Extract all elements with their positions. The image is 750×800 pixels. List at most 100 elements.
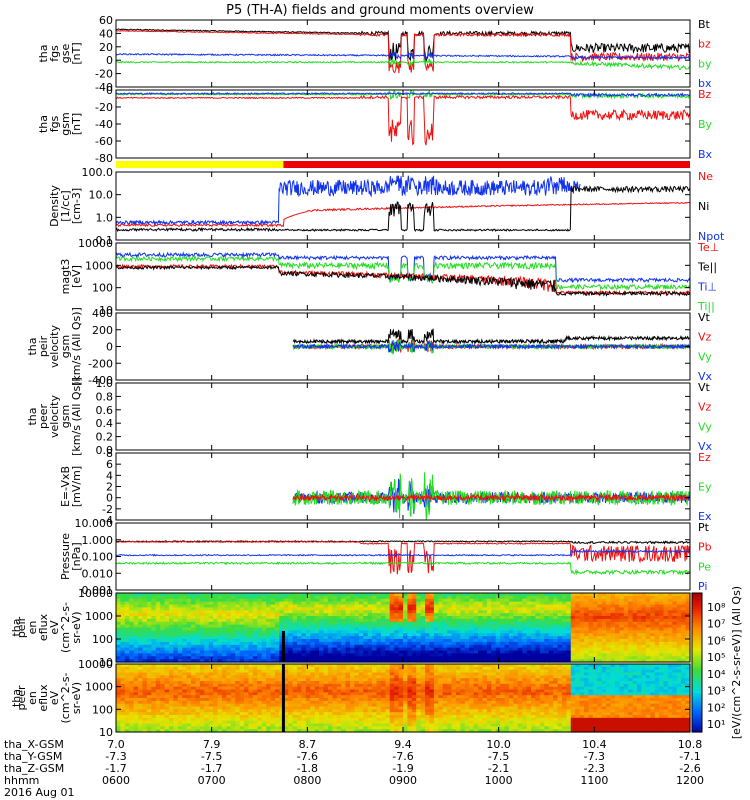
spec-cell bbox=[601, 601, 607, 606]
spec-cell bbox=[221, 604, 227, 608]
spec-cell bbox=[142, 666, 148, 671]
spec-cell bbox=[186, 683, 192, 688]
spec-cell bbox=[146, 593, 152, 597]
spec-cell bbox=[438, 621, 444, 626]
spec-cell bbox=[226, 633, 232, 637]
spec-cell bbox=[221, 598, 227, 603]
spec-cell bbox=[398, 698, 404, 702]
spec-cell bbox=[168, 723, 174, 727]
spec-cell bbox=[460, 621, 466, 626]
spec-cell bbox=[385, 692, 391, 696]
spec-cell bbox=[133, 672, 139, 676]
spec-cell bbox=[672, 656, 678, 660]
spec-cell bbox=[389, 686, 395, 691]
spec-cell bbox=[248, 639, 254, 643]
spec-cell bbox=[623, 627, 629, 631]
spec-cell bbox=[310, 610, 316, 614]
spec-cell bbox=[645, 593, 651, 597]
spec-cell bbox=[235, 636, 241, 640]
spec-cell bbox=[261, 729, 267, 733]
spec-cell bbox=[354, 593, 360, 597]
spec-cell bbox=[292, 598, 298, 603]
spec-cell bbox=[469, 650, 475, 654]
spec-cell bbox=[323, 639, 329, 643]
spec-cell bbox=[429, 601, 435, 606]
spec-cell bbox=[358, 624, 364, 629]
spec-cell bbox=[513, 607, 519, 611]
spec-cell bbox=[398, 624, 404, 629]
spec-cell bbox=[239, 604, 245, 608]
spec-cell bbox=[297, 595, 303, 600]
spec-cell bbox=[438, 709, 444, 713]
spec-cell bbox=[407, 664, 413, 668]
spec-cell bbox=[195, 712, 201, 716]
spec-cell bbox=[191, 598, 197, 603]
spec-cell bbox=[301, 650, 307, 654]
spec-cell bbox=[376, 729, 382, 733]
spec-cell bbox=[257, 686, 263, 691]
spec-cell bbox=[168, 610, 174, 614]
spec-cell bbox=[168, 717, 174, 722]
spec-cell bbox=[641, 647, 647, 652]
spec-cell bbox=[138, 681, 144, 685]
spec-cell bbox=[297, 692, 303, 696]
spec-cell bbox=[182, 681, 188, 685]
spec-cell bbox=[517, 653, 523, 657]
spec-cell bbox=[230, 712, 236, 716]
spec-cell bbox=[129, 601, 135, 606]
spec-cell bbox=[610, 639, 616, 643]
spec-cell bbox=[354, 717, 360, 722]
spec-cell bbox=[420, 659, 426, 663]
spec-cell bbox=[270, 653, 276, 657]
spec-cell bbox=[155, 712, 161, 716]
spec-cell bbox=[637, 607, 643, 611]
spec-cell bbox=[244, 723, 250, 727]
spec-cell bbox=[539, 633, 545, 637]
spec-cell bbox=[274, 698, 280, 702]
spec-cell bbox=[244, 639, 250, 643]
spec-cell bbox=[270, 726, 276, 730]
spec-cell bbox=[460, 618, 466, 623]
spec-cell bbox=[266, 669, 272, 674]
spec-cell bbox=[522, 624, 528, 629]
spec-cell bbox=[429, 624, 435, 629]
spec-cell bbox=[248, 695, 254, 699]
spec-cell bbox=[160, 717, 166, 722]
spec-cell bbox=[305, 633, 311, 637]
spec-cell bbox=[279, 689, 285, 693]
spec-cell bbox=[358, 618, 364, 623]
spec-cell bbox=[425, 664, 431, 668]
spec-cell bbox=[213, 639, 219, 643]
spec-cell bbox=[526, 627, 532, 631]
spec-cell bbox=[403, 712, 409, 716]
spec-cell bbox=[155, 624, 161, 629]
spec-cell bbox=[650, 616, 656, 620]
spec-cell bbox=[442, 689, 448, 693]
spec-cell bbox=[301, 607, 307, 611]
spec-cell bbox=[588, 644, 594, 649]
spec-cell bbox=[248, 729, 254, 733]
spec-cell bbox=[168, 613, 174, 617]
spec-cell bbox=[191, 698, 197, 702]
spec-cell bbox=[314, 681, 320, 685]
spec-cell bbox=[433, 607, 439, 611]
spec-cell bbox=[623, 639, 629, 643]
spec-cell bbox=[372, 621, 378, 626]
spec-cell bbox=[345, 681, 351, 685]
spec-cell bbox=[217, 601, 223, 606]
spec-cell bbox=[186, 695, 192, 699]
spec-cell bbox=[380, 666, 386, 671]
spec-cell bbox=[403, 689, 409, 693]
spec-cell bbox=[244, 672, 250, 676]
spec-cell bbox=[314, 595, 320, 600]
spec-cell bbox=[566, 647, 572, 652]
spec-cell bbox=[504, 616, 510, 620]
spec-cell bbox=[204, 720, 210, 725]
spec-cell bbox=[116, 664, 122, 668]
spec-cell bbox=[217, 720, 223, 725]
spec-cell bbox=[367, 636, 373, 640]
spec-cell bbox=[186, 678, 192, 682]
spec-cell bbox=[376, 681, 382, 685]
spec-cell bbox=[257, 729, 263, 733]
spec-cell bbox=[191, 700, 197, 705]
